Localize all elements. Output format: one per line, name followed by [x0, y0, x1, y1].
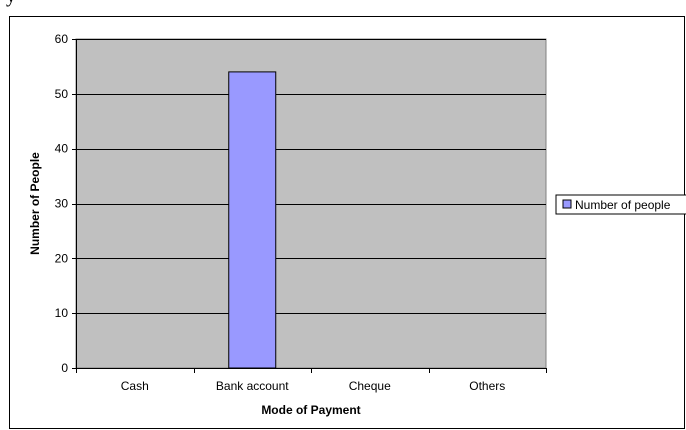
y-tick-label: 60: [55, 32, 69, 46]
x-axis-title: Mode of Payment: [261, 403, 360, 417]
x-tick-label: Cash: [121, 379, 149, 393]
y-tick-label: 10: [55, 306, 69, 320]
legend: Number of people: [555, 194, 686, 215]
bar-bank-account: [228, 71, 277, 369]
x-tick-label: Bank account: [216, 379, 289, 393]
y-tick-label: 30: [55, 197, 69, 211]
gridlines: [76, 39, 546, 314]
legend-swatch: [562, 199, 572, 209]
y-tick-label: 20: [55, 251, 69, 265]
legend-label: Number of people: [575, 198, 671, 212]
axes: [72, 39, 547, 373]
y-tick-label: 40: [55, 142, 69, 156]
x-tick-label: Cheque: [349, 379, 391, 393]
clipped-text-fragment: y: [6, 0, 16, 6]
x-tick-label: Others: [469, 379, 505, 393]
bars: [228, 71, 277, 369]
y-tick-label: 50: [55, 87, 69, 101]
plot-area: [75, 38, 547, 369]
y-axis-title: Number of People: [28, 152, 42, 255]
x-tick-labels: Cash Bank account Cheque Others: [121, 379, 506, 393]
y-tick-label: 0: [61, 361, 68, 375]
legend-box: [555, 194, 686, 215]
y-tick-labels: 0 10 20 30 40 50 60: [55, 32, 69, 375]
